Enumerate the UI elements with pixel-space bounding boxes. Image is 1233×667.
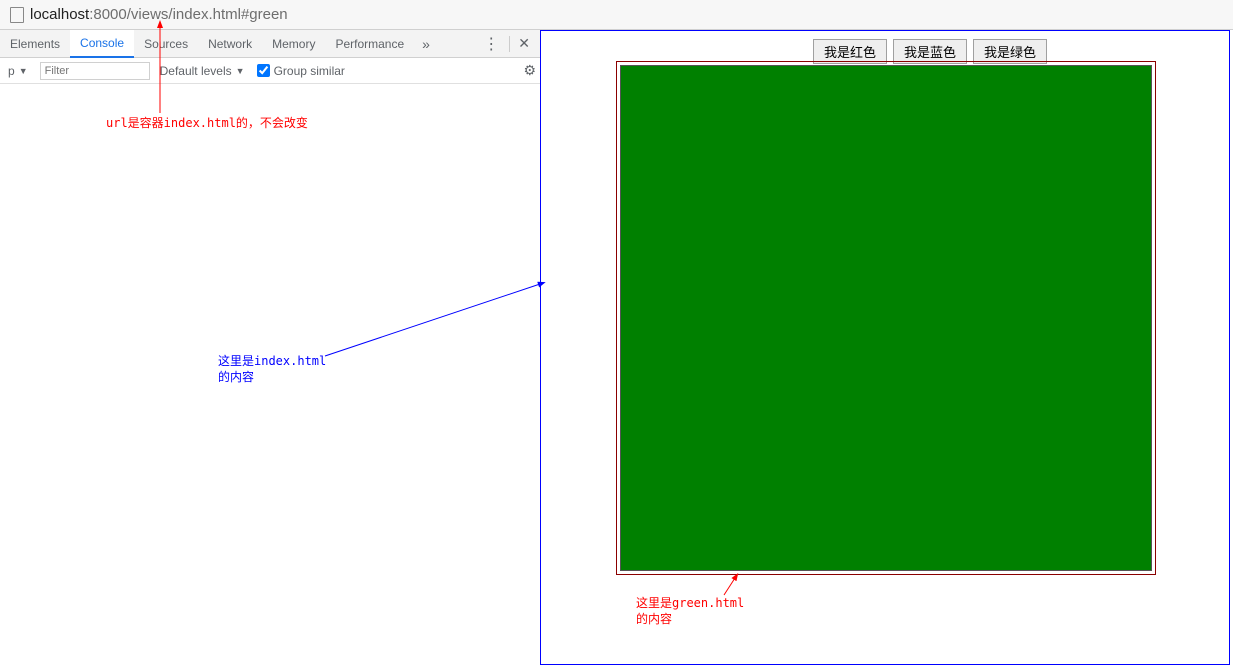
- page-icon: [10, 7, 24, 23]
- chevron-down-icon: ▼: [236, 66, 245, 76]
- tab-performance[interactable]: Performance: [325, 31, 414, 57]
- tab-sources[interactable]: Sources: [134, 31, 198, 57]
- devtools-tabstrip: Elements Console Sources Network Memory …: [0, 30, 540, 58]
- rendered-page: 我是红色 我是蓝色 我是绿色: [540, 30, 1233, 667]
- group-similar-toggle[interactable]: Group similar: [257, 64, 345, 78]
- tab-elements[interactable]: Elements: [0, 31, 70, 57]
- url-host: localhost: [30, 6, 89, 23]
- console-toolbar: p ▼ Default levels ▼ Group similar ⚙: [0, 58, 540, 84]
- context-selector[interactable]: p ▼: [4, 62, 32, 80]
- log-levels-selector[interactable]: Default levels ▼: [160, 64, 245, 78]
- annotation-green-note: 这里是green.html 的内容: [636, 596, 744, 627]
- url-text[interactable]: localhost:8000/views/index.html#green: [30, 6, 288, 23]
- group-similar-checkbox[interactable]: [257, 64, 270, 77]
- tab-memory[interactable]: Memory: [262, 31, 325, 57]
- green-html-container: [616, 61, 1156, 575]
- annotation-url-note: url是容器index.html的，不会改变: [106, 116, 308, 132]
- chevron-down-icon: ▼: [19, 66, 28, 76]
- group-similar-label: Group similar: [274, 64, 345, 78]
- separator: [509, 36, 510, 52]
- tabs-overflow-icon[interactable]: »: [414, 36, 438, 52]
- address-bar: localhost:8000/views/index.html#green: [0, 0, 1233, 30]
- url-path: :8000/views/index.html#green: [89, 6, 287, 23]
- levels-label: Default levels: [160, 64, 232, 78]
- tab-network[interactable]: Network: [198, 31, 262, 57]
- annotation-index-note: 这里是index.html 的内容: [218, 354, 326, 385]
- tab-console[interactable]: Console: [70, 30, 134, 58]
- kebab-menu-icon[interactable]: ⋮: [477, 34, 505, 54]
- index-html-container: 我是红色 我是蓝色 我是绿色: [540, 30, 1230, 665]
- gear-icon[interactable]: ⚙: [523, 62, 536, 79]
- filter-input[interactable]: [40, 62, 150, 80]
- context-label: p: [8, 64, 15, 78]
- close-icon[interactable]: ✕: [514, 35, 534, 52]
- green-content-box: [620, 65, 1152, 571]
